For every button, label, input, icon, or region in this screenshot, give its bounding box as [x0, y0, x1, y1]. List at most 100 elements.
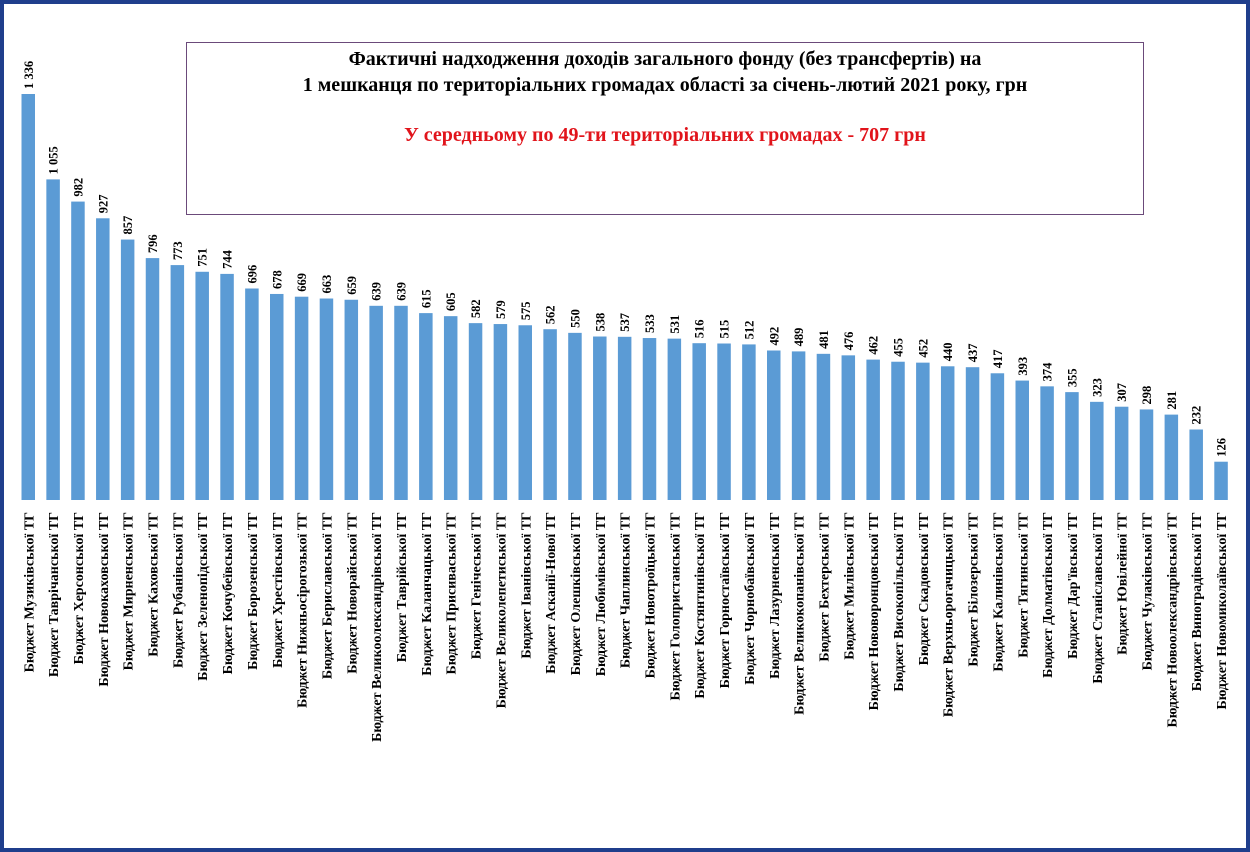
bar-6: [145, 258, 160, 500]
bar-24: [593, 336, 607, 500]
value-label-27: 531: [668, 315, 682, 334]
category-label-23: Бюджет Олешківської ТГ: [569, 512, 584, 675]
category-label-8: Бюджет Зеленопідської ТГ: [196, 512, 211, 681]
category-label-21: Бюджет Іванівської ТГ: [519, 512, 534, 659]
bar-41: [1015, 380, 1029, 500]
value-label-2: 1 055: [47, 146, 61, 174]
bar-37: [916, 362, 930, 500]
category-label-24: Бюджет Любимівської ТГ: [594, 512, 609, 676]
value-label-12: 669: [295, 273, 309, 292]
value-label-33: 481: [817, 330, 831, 349]
category-label-11: Бюджет Хрестівської ТГ: [271, 512, 286, 668]
value-label-19: 582: [469, 299, 483, 318]
value-label-45: 307: [1115, 383, 1129, 402]
bar-12: [294, 296, 309, 500]
bar-47: [1164, 414, 1179, 500]
category-label-5: Бюджет Мирненської ТГ: [122, 512, 137, 670]
bar-35: [866, 359, 880, 500]
chart-title-line-2: 1 мешканця по територіальних громадах об…: [302, 74, 1028, 96]
bar-15: [369, 305, 383, 500]
bar-2: [46, 179, 60, 500]
category-label-13: Бюджет Бериславської ТГ: [320, 512, 335, 679]
chart-subtitle: У середньому по 49-ти територіальних гро…: [404, 124, 926, 146]
bar-5: [120, 239, 135, 500]
value-label-25: 537: [618, 313, 632, 332]
value-label-28: 516: [693, 319, 707, 338]
bar-14: [344, 299, 359, 500]
value-label-32: 489: [792, 328, 806, 347]
value-label-40: 417: [991, 350, 1005, 369]
bar-44: [1090, 401, 1104, 500]
bar-28: [692, 343, 706, 500]
category-label-22: Бюджет Асканії-Нової ТГ: [544, 512, 559, 674]
category-label-28: Бюджет Костянтинівської ТГ: [693, 512, 708, 699]
category-label-1: Бюджет Музиківської ТГ: [22, 512, 37, 672]
category-label-16: Бюджет Таврійської ТГ: [395, 512, 410, 662]
value-label-21: 575: [519, 302, 533, 321]
category-label-27: Бюджет Голопристанської ТГ: [668, 512, 683, 701]
bar-19: [468, 323, 483, 500]
value-label-26: 533: [643, 314, 657, 333]
value-label-23: 550: [568, 309, 582, 328]
value-label-31: 492: [767, 327, 781, 346]
bar-13: [319, 298, 334, 500]
value-label-4: 927: [96, 195, 110, 214]
category-label-15: Бюджет Великоолександрівської ТГ: [370, 512, 385, 742]
category-label-7: Бюджет Рубанівської ТГ: [171, 512, 186, 668]
bar-26: [642, 338, 657, 500]
bar-25: [617, 336, 632, 500]
category-label-35: Бюджет Нововоронцовської ТГ: [867, 512, 882, 710]
value-label-15: 639: [370, 282, 384, 301]
category-label-40: Бюджет Калинівської ТГ: [991, 512, 1006, 672]
value-label-29: 515: [718, 320, 732, 339]
category-label-12: Бюджет Нижньосірогозької ТГ: [296, 512, 311, 708]
value-label-47: 281: [1165, 391, 1179, 410]
value-label-34: 476: [842, 332, 856, 351]
category-labels-layer: Бюджет Музиківської ТГ Бюджет Таврічанськ…: [22, 512, 1230, 742]
value-label-7: 773: [171, 241, 185, 260]
category-label-25: Бюджет Чаплинської ТГ: [619, 512, 634, 668]
value-label-13: 663: [320, 275, 334, 294]
value-label-49: 126: [1215, 438, 1229, 457]
bar-40: [990, 373, 1005, 500]
category-label-42: Бюджет Долматівської ТГ: [1041, 512, 1056, 678]
category-label-26: Бюджет Новотроїцької ТГ: [644, 512, 659, 678]
bar-29: [717, 343, 731, 500]
category-label-48: Бюджет Виноградівської ТГ: [1190, 512, 1205, 691]
category-label-38: Бюджет Верхньорогачицької ТГ: [942, 512, 957, 717]
category-label-45: Бюджет Ювілейної ТГ: [1116, 512, 1131, 655]
bar-20: [493, 324, 508, 500]
bar-33: [816, 353, 831, 500]
bar-7: [170, 265, 185, 500]
category-label-44: Бюджет Станіславської ТГ: [1091, 512, 1106, 684]
category-label-41: Бюджет Тягинської ТГ: [1016, 512, 1031, 658]
bar-39: [965, 367, 980, 500]
bar-48: [1189, 429, 1203, 500]
value-label-6: 796: [146, 234, 160, 253]
bar-45: [1114, 406, 1129, 500]
value-label-9: 744: [221, 249, 235, 269]
category-label-39: Бюджет Білозерської ТГ: [967, 512, 982, 667]
category-label-43: Бюджет Дар'ївської ТГ: [1066, 512, 1081, 659]
value-label-46: 298: [1140, 386, 1154, 405]
bar-9: [220, 273, 234, 500]
value-label-22: 562: [544, 305, 558, 324]
bar-49: [1214, 461, 1228, 500]
category-label-4: Бюджет Новокаховської ТГ: [97, 512, 112, 687]
bar-22: [543, 329, 557, 500]
value-label-16: 639: [395, 282, 409, 301]
bar-34: [841, 355, 856, 500]
value-label-44: 323: [1090, 378, 1104, 397]
bar-31: [767, 350, 781, 500]
category-label-3: Бюджет Херсонської ТГ: [72, 512, 87, 664]
bar-4: [96, 218, 110, 501]
value-label-41: 393: [1016, 357, 1030, 376]
value-label-8: 751: [196, 248, 210, 267]
category-label-37: Бюджет Скадовської ТГ: [917, 512, 932, 665]
bar-23: [568, 332, 582, 500]
category-label-14: Бюджет Новорайської ТГ: [345, 512, 360, 674]
value-label-38: 440: [941, 343, 955, 362]
value-label-37: 452: [916, 339, 930, 358]
value-label-39: 437: [966, 343, 980, 362]
